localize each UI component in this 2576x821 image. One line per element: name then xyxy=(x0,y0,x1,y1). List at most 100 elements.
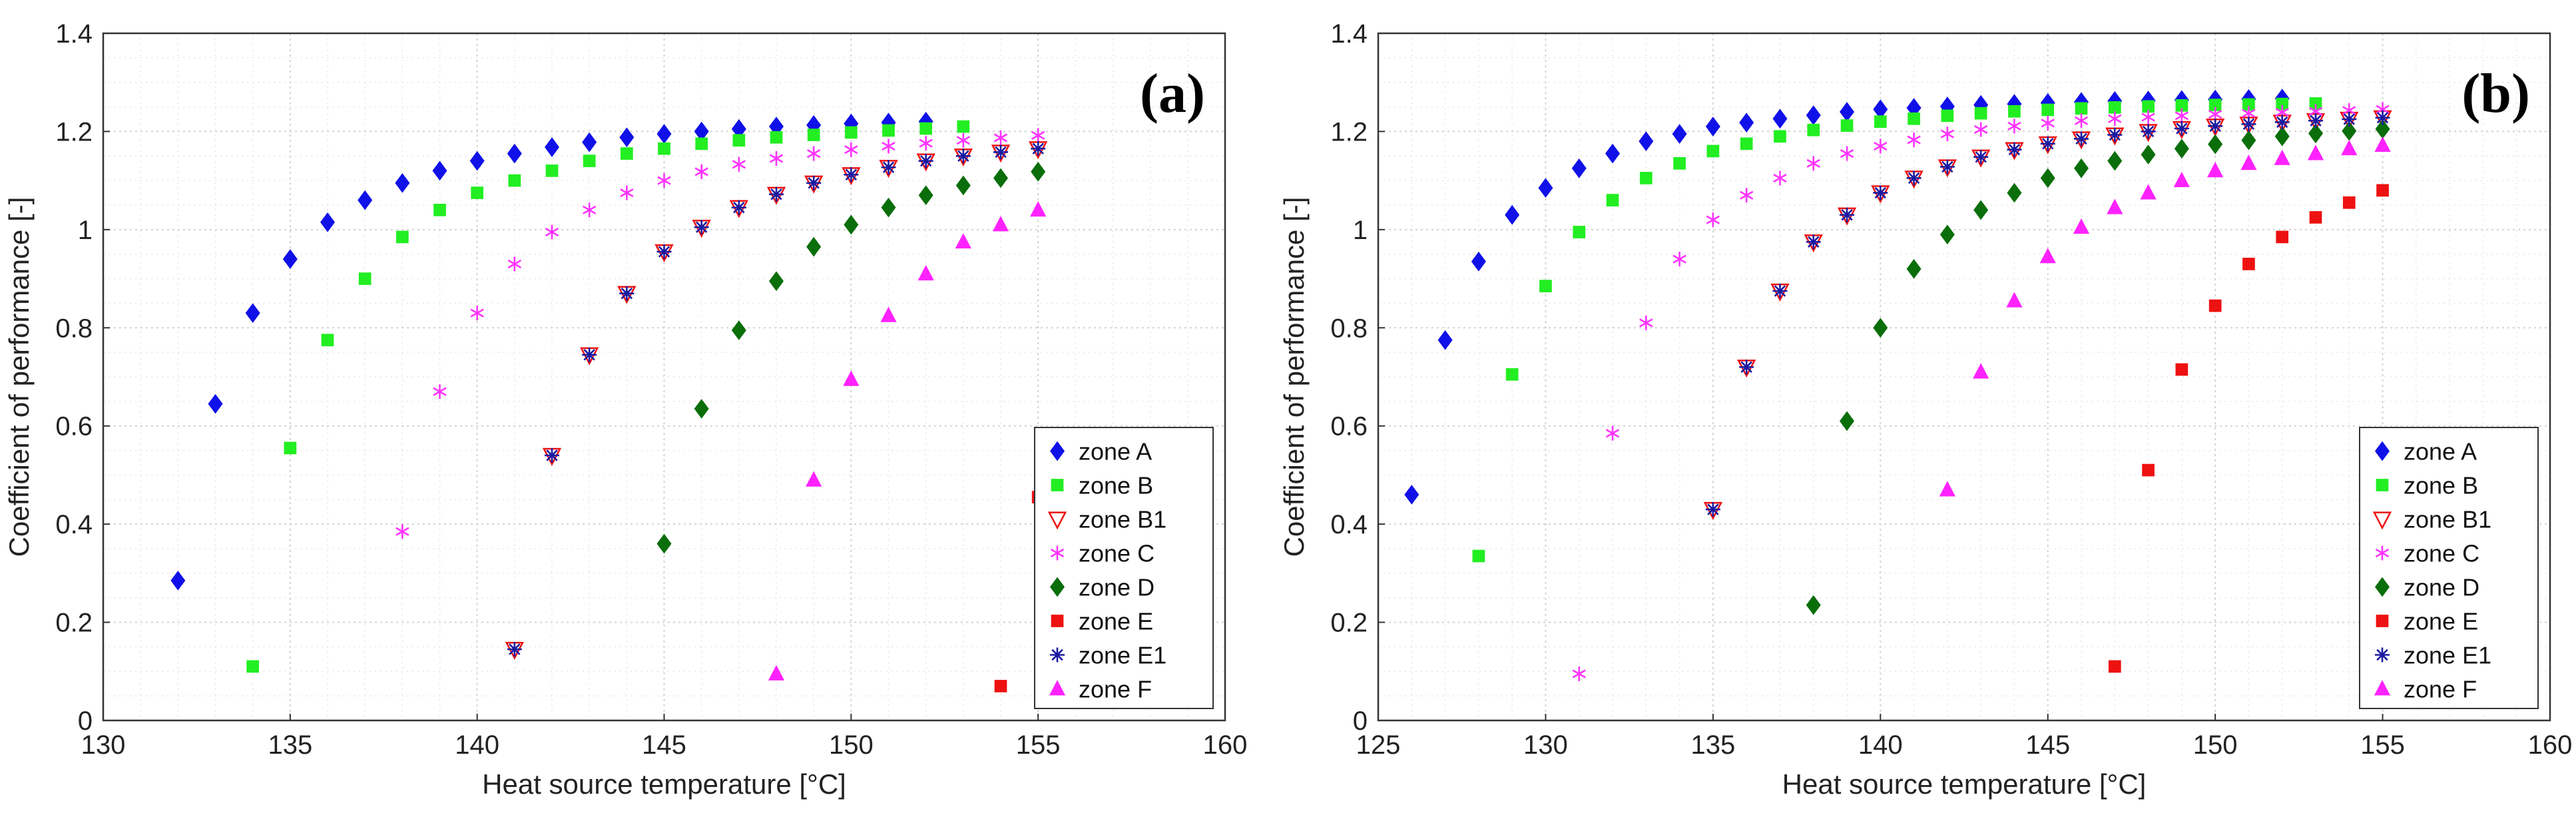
legend-label: zone B xyxy=(2404,472,2478,499)
data-point xyxy=(2242,258,2255,270)
data-point xyxy=(433,384,447,400)
y-tick-label: 1 xyxy=(1353,216,1368,245)
legend-marker xyxy=(2375,441,2390,461)
series-zone-b xyxy=(246,120,970,673)
data-point xyxy=(1840,146,1854,161)
data-point xyxy=(2041,103,2055,117)
data-point xyxy=(2276,97,2289,111)
data-point xyxy=(508,174,521,187)
data-point xyxy=(769,271,784,292)
data-point xyxy=(807,129,820,141)
data-point xyxy=(2007,182,2022,203)
data-point xyxy=(208,394,223,414)
data-point xyxy=(2241,130,2256,150)
legend: zone A zone B zone B1 zone C zone D zone E zon… xyxy=(1034,427,1214,709)
data-point xyxy=(2006,292,2023,308)
series-zone-c xyxy=(1572,102,2390,681)
data-point xyxy=(844,167,859,182)
data-point xyxy=(2141,110,2155,125)
data-point xyxy=(358,190,373,210)
y-tick-label: 1.2 xyxy=(55,117,93,146)
data-point xyxy=(582,347,597,362)
legend-label: zone E xyxy=(2404,608,2478,635)
data-point xyxy=(1573,226,1586,238)
x-tick-label: 160 xyxy=(2528,730,2573,760)
data-point xyxy=(2141,124,2156,139)
data-point xyxy=(1772,284,1788,298)
data-point xyxy=(471,186,484,199)
data-point xyxy=(545,164,559,177)
data-point xyxy=(1706,144,1720,158)
data-point xyxy=(1505,368,1519,381)
data-point xyxy=(2174,121,2189,137)
data-point xyxy=(2142,463,2155,477)
data-point xyxy=(432,160,447,181)
legend-label: zone B xyxy=(1079,472,1153,499)
x-tick-label: 140 xyxy=(455,730,499,760)
legend-marker xyxy=(2375,545,2390,561)
data-point xyxy=(2276,230,2289,244)
data-point xyxy=(1840,119,1854,132)
data-point xyxy=(1806,234,1821,250)
data-point xyxy=(545,447,559,463)
data-point xyxy=(1031,162,1046,182)
data-point xyxy=(882,124,895,137)
data-point xyxy=(469,150,485,171)
data-point xyxy=(1941,109,1954,123)
data-point xyxy=(881,160,896,175)
data-point xyxy=(2208,119,2223,134)
legend-marker xyxy=(1050,647,1065,663)
data-point xyxy=(1572,666,1586,681)
data-point xyxy=(2241,117,2256,132)
data-point xyxy=(246,660,260,673)
x-tick-label: 160 xyxy=(1203,730,1248,760)
data-point xyxy=(2173,171,2190,188)
data-point xyxy=(395,172,410,193)
data-point xyxy=(2274,149,2290,165)
y-tick-label: 0.8 xyxy=(1330,314,1368,343)
y-tick-label: 0 xyxy=(78,706,93,736)
data-point xyxy=(507,143,522,164)
y-tick-label: 0.2 xyxy=(1330,609,1368,638)
data-point xyxy=(1706,212,1720,228)
data-point xyxy=(1739,188,1754,203)
y-tick-label: 1.2 xyxy=(1330,117,1368,146)
data-point xyxy=(2142,100,2155,113)
series-zone-e xyxy=(2108,184,2389,673)
data-point xyxy=(2108,660,2121,673)
legend-label: zone D xyxy=(2404,574,2479,601)
data-point xyxy=(245,303,260,324)
data-point xyxy=(1639,315,1653,330)
series-zone-e1 xyxy=(507,141,1046,657)
data-point xyxy=(1571,158,1587,178)
data-point xyxy=(1939,481,1955,497)
data-point xyxy=(1973,363,1989,379)
data-point xyxy=(1774,130,1786,143)
chart-panel-a: 130 135 140 145 150 155 160 0 0.2 0.4 0.6 0.8 1 1.2 1.… xyxy=(3,19,1247,800)
legend-label: zone E xyxy=(1079,608,1153,635)
series-zone-b xyxy=(1472,97,2322,563)
y-tick-label: 1 xyxy=(78,216,93,245)
x-tick-label: 145 xyxy=(642,730,686,760)
legend-marker xyxy=(2374,680,2391,696)
data-point xyxy=(769,150,784,166)
data-point xyxy=(2041,115,2055,131)
legend-marker xyxy=(1051,615,1064,627)
data-point xyxy=(1840,207,1854,222)
data-point xyxy=(2175,99,2189,112)
data-point xyxy=(994,680,1007,692)
data-point xyxy=(658,142,670,155)
data-point xyxy=(1772,109,1788,129)
data-point xyxy=(731,119,746,139)
y-axis-label: Coefficient of performance [-] xyxy=(1278,197,1310,557)
data-point xyxy=(2307,144,2324,160)
data-point xyxy=(2141,144,2156,164)
data-point xyxy=(1606,194,1619,206)
legend-marker xyxy=(2375,647,2390,663)
data-point xyxy=(2375,119,2390,139)
data-point xyxy=(694,121,709,142)
legend-label: zone A xyxy=(1079,438,1152,465)
y-tick-label: 0.6 xyxy=(55,412,93,441)
data-point xyxy=(657,173,671,188)
data-point xyxy=(1538,178,1553,198)
